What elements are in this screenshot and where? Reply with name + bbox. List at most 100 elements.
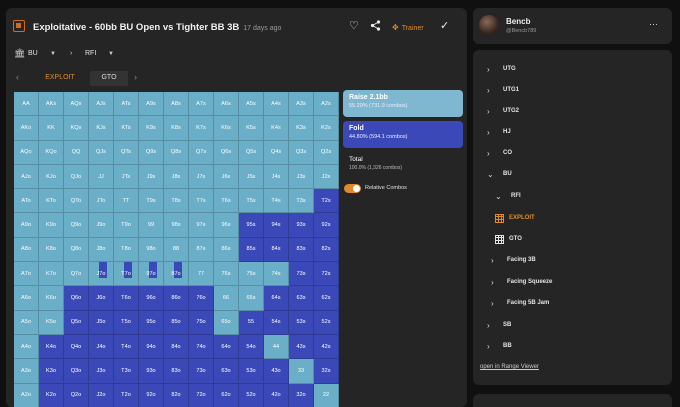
hand-cell[interactable]: AJs [89, 92, 114, 117]
hand-cell[interactable]: QJo [64, 164, 89, 190]
hand-cell[interactable]: ATo [14, 189, 39, 214]
hand-cell[interactable]: KJs [89, 116, 114, 141]
chevron-down-icon[interactable]: ▼ [50, 51, 56, 57]
hand-cell[interactable]: J5o [89, 310, 114, 335]
hand-cell[interactable]: JTo [89, 189, 114, 214]
tab-exploit[interactable]: EXPLOIT [45, 74, 75, 81]
hand-cell[interactable]: T3o [114, 359, 139, 384]
hand-cell[interactable]: AJo [14, 164, 39, 190]
hand-cell[interactable]: 52o [239, 383, 264, 407]
hand-cell[interactable]: K3o [39, 359, 64, 384]
hand-cell[interactable]: A3o [14, 359, 39, 384]
hand-cell[interactable]: 76s [214, 262, 239, 287]
hand-cell[interactable]: J6o [89, 286, 114, 311]
hand-cell[interactable]: 83s [289, 237, 314, 263]
hand-cell[interactable]: Q5s [239, 140, 264, 165]
hand-cell[interactable]: T4s [264, 189, 289, 214]
hand-cell[interactable]: T9o [114, 213, 139, 238]
hand-cell[interactable]: J9o [89, 213, 114, 238]
hand-cell[interactable]: T4o [114, 334, 139, 360]
hand-cell[interactable]: 96o [139, 286, 164, 311]
hand-cell[interactable]: 65s [239, 286, 264, 311]
hand-cell[interactable]: J8s [164, 164, 189, 190]
open-range-viewer-link[interactable]: open in Range Viewer [480, 364, 539, 370]
heart-icon[interactable]: ♡ [349, 20, 359, 32]
hand-cell[interactable]: 87s [189, 237, 214, 263]
hand-cell[interactable]: T6s [214, 189, 239, 214]
hand-cell[interactable]: TT [114, 189, 139, 214]
hand-cell[interactable]: QQ [64, 140, 89, 165]
hand-cell[interactable]: J7s [189, 164, 214, 190]
hand-cell[interactable]: T7s [189, 189, 214, 214]
hand-cell[interactable]: J8o [89, 237, 114, 263]
hand-cell[interactable]: K5s [239, 116, 264, 141]
hand-cell[interactable]: 74s [264, 262, 289, 287]
hand-cell[interactable]: AKs [39, 92, 64, 117]
hand-cell[interactable]: 76o [189, 286, 214, 311]
hand-cell[interactable]: 44 [264, 334, 289, 360]
hand-cell[interactable]: 75o [189, 310, 214, 335]
hand-cell[interactable]: 96s [214, 213, 239, 238]
hand-cell[interactable]: 84o [164, 334, 189, 360]
hand-cell[interactable]: 64s [264, 286, 289, 311]
hand-cell[interactable]: 93o [139, 359, 164, 384]
hand-cell[interactable]: 72s [314, 262, 339, 287]
hand-cell[interactable]: ATs [114, 92, 139, 117]
hand-cell[interactable]: 55 [239, 310, 264, 335]
hand-cell[interactable]: 22 [314, 383, 339, 407]
action-select[interactable]: RFI [85, 50, 97, 57]
hand-cell[interactable]: J5s [239, 164, 264, 190]
hand-cell[interactable]: T3s [289, 189, 314, 214]
hand-cell[interactable]: T2s [314, 189, 339, 214]
hand-cell[interactable]: Q9s [139, 140, 164, 165]
hand-cell[interactable]: A9s [139, 92, 164, 117]
hand-cell[interactable]: A6o [14, 286, 39, 311]
hand-cell[interactable]: K3s [289, 116, 314, 141]
hand-cell[interactable]: J2o [89, 383, 114, 407]
hand-cell[interactable]: JJ [89, 164, 114, 190]
hand-cell[interactable]: 92s [314, 213, 339, 238]
hand-cell[interactable]: K2s [314, 116, 339, 141]
hand-cell[interactable]: 84s [264, 237, 289, 263]
hand-cell[interactable]: 86o [164, 286, 189, 311]
hand-cell[interactable]: 65o [214, 310, 239, 335]
hand-cell[interactable]: A4o [14, 334, 39, 360]
hand-cell[interactable]: Q7o [64, 262, 89, 287]
hand-cell[interactable]: A5s [239, 92, 264, 117]
chevron-down-icon[interactable]: ▼ [108, 51, 114, 57]
hand-cell[interactable]: 54s [264, 310, 289, 335]
hand-cell[interactable]: A5o [14, 310, 39, 335]
hand-cell[interactable]: AQs [64, 92, 89, 117]
hand-cell[interactable]: 66 [214, 286, 239, 311]
hand-cell[interactable]: KQs [64, 116, 89, 141]
hand-cell[interactable]: J3s [289, 164, 314, 190]
hand-cell[interactable]: J7o [89, 262, 114, 287]
hand-cell[interactable]: 63s [289, 286, 314, 311]
hand-cell[interactable]: 73o [189, 359, 214, 384]
hand-cell[interactable]: K6s [214, 116, 239, 141]
hand-cell[interactable]: QTo [64, 189, 89, 214]
hand-cell[interactable]: A4s [264, 92, 289, 117]
hand-cell[interactable]: K2o [39, 383, 64, 407]
hand-cell[interactable]: 74o [189, 334, 214, 360]
hand-cell[interactable]: A8s [164, 92, 189, 117]
hand-cell[interactable]: J4o [89, 334, 114, 360]
hand-cell[interactable]: T5s [239, 189, 264, 214]
hand-cell[interactable]: Q7s [189, 140, 214, 165]
hand-cell[interactable]: A2o [14, 383, 39, 407]
hand-cell[interactable]: Q8o [64, 237, 89, 263]
hand-cell[interactable]: Q5o [64, 310, 89, 335]
hand-cell[interactable]: 54o [239, 334, 264, 360]
hand-cell[interactable]: K6o [39, 286, 64, 311]
hand-cell[interactable]: 85s [239, 237, 264, 263]
hand-cell[interactable]: 95o [139, 310, 164, 335]
hand-cell[interactable]: 43o [264, 359, 289, 384]
hand-cell[interactable]: 98o [139, 237, 164, 263]
hand-cell[interactable]: 85o [164, 310, 189, 335]
hand-cell[interactable]: Q3s [289, 140, 314, 165]
hand-cell[interactable]: T7o [114, 262, 139, 287]
hand-cell[interactable]: K7s [189, 116, 214, 141]
hand-cell[interactable]: K7o [39, 262, 64, 287]
hand-cell[interactable]: 73s [289, 262, 314, 287]
hand-cell[interactable]: J3o [89, 359, 114, 384]
